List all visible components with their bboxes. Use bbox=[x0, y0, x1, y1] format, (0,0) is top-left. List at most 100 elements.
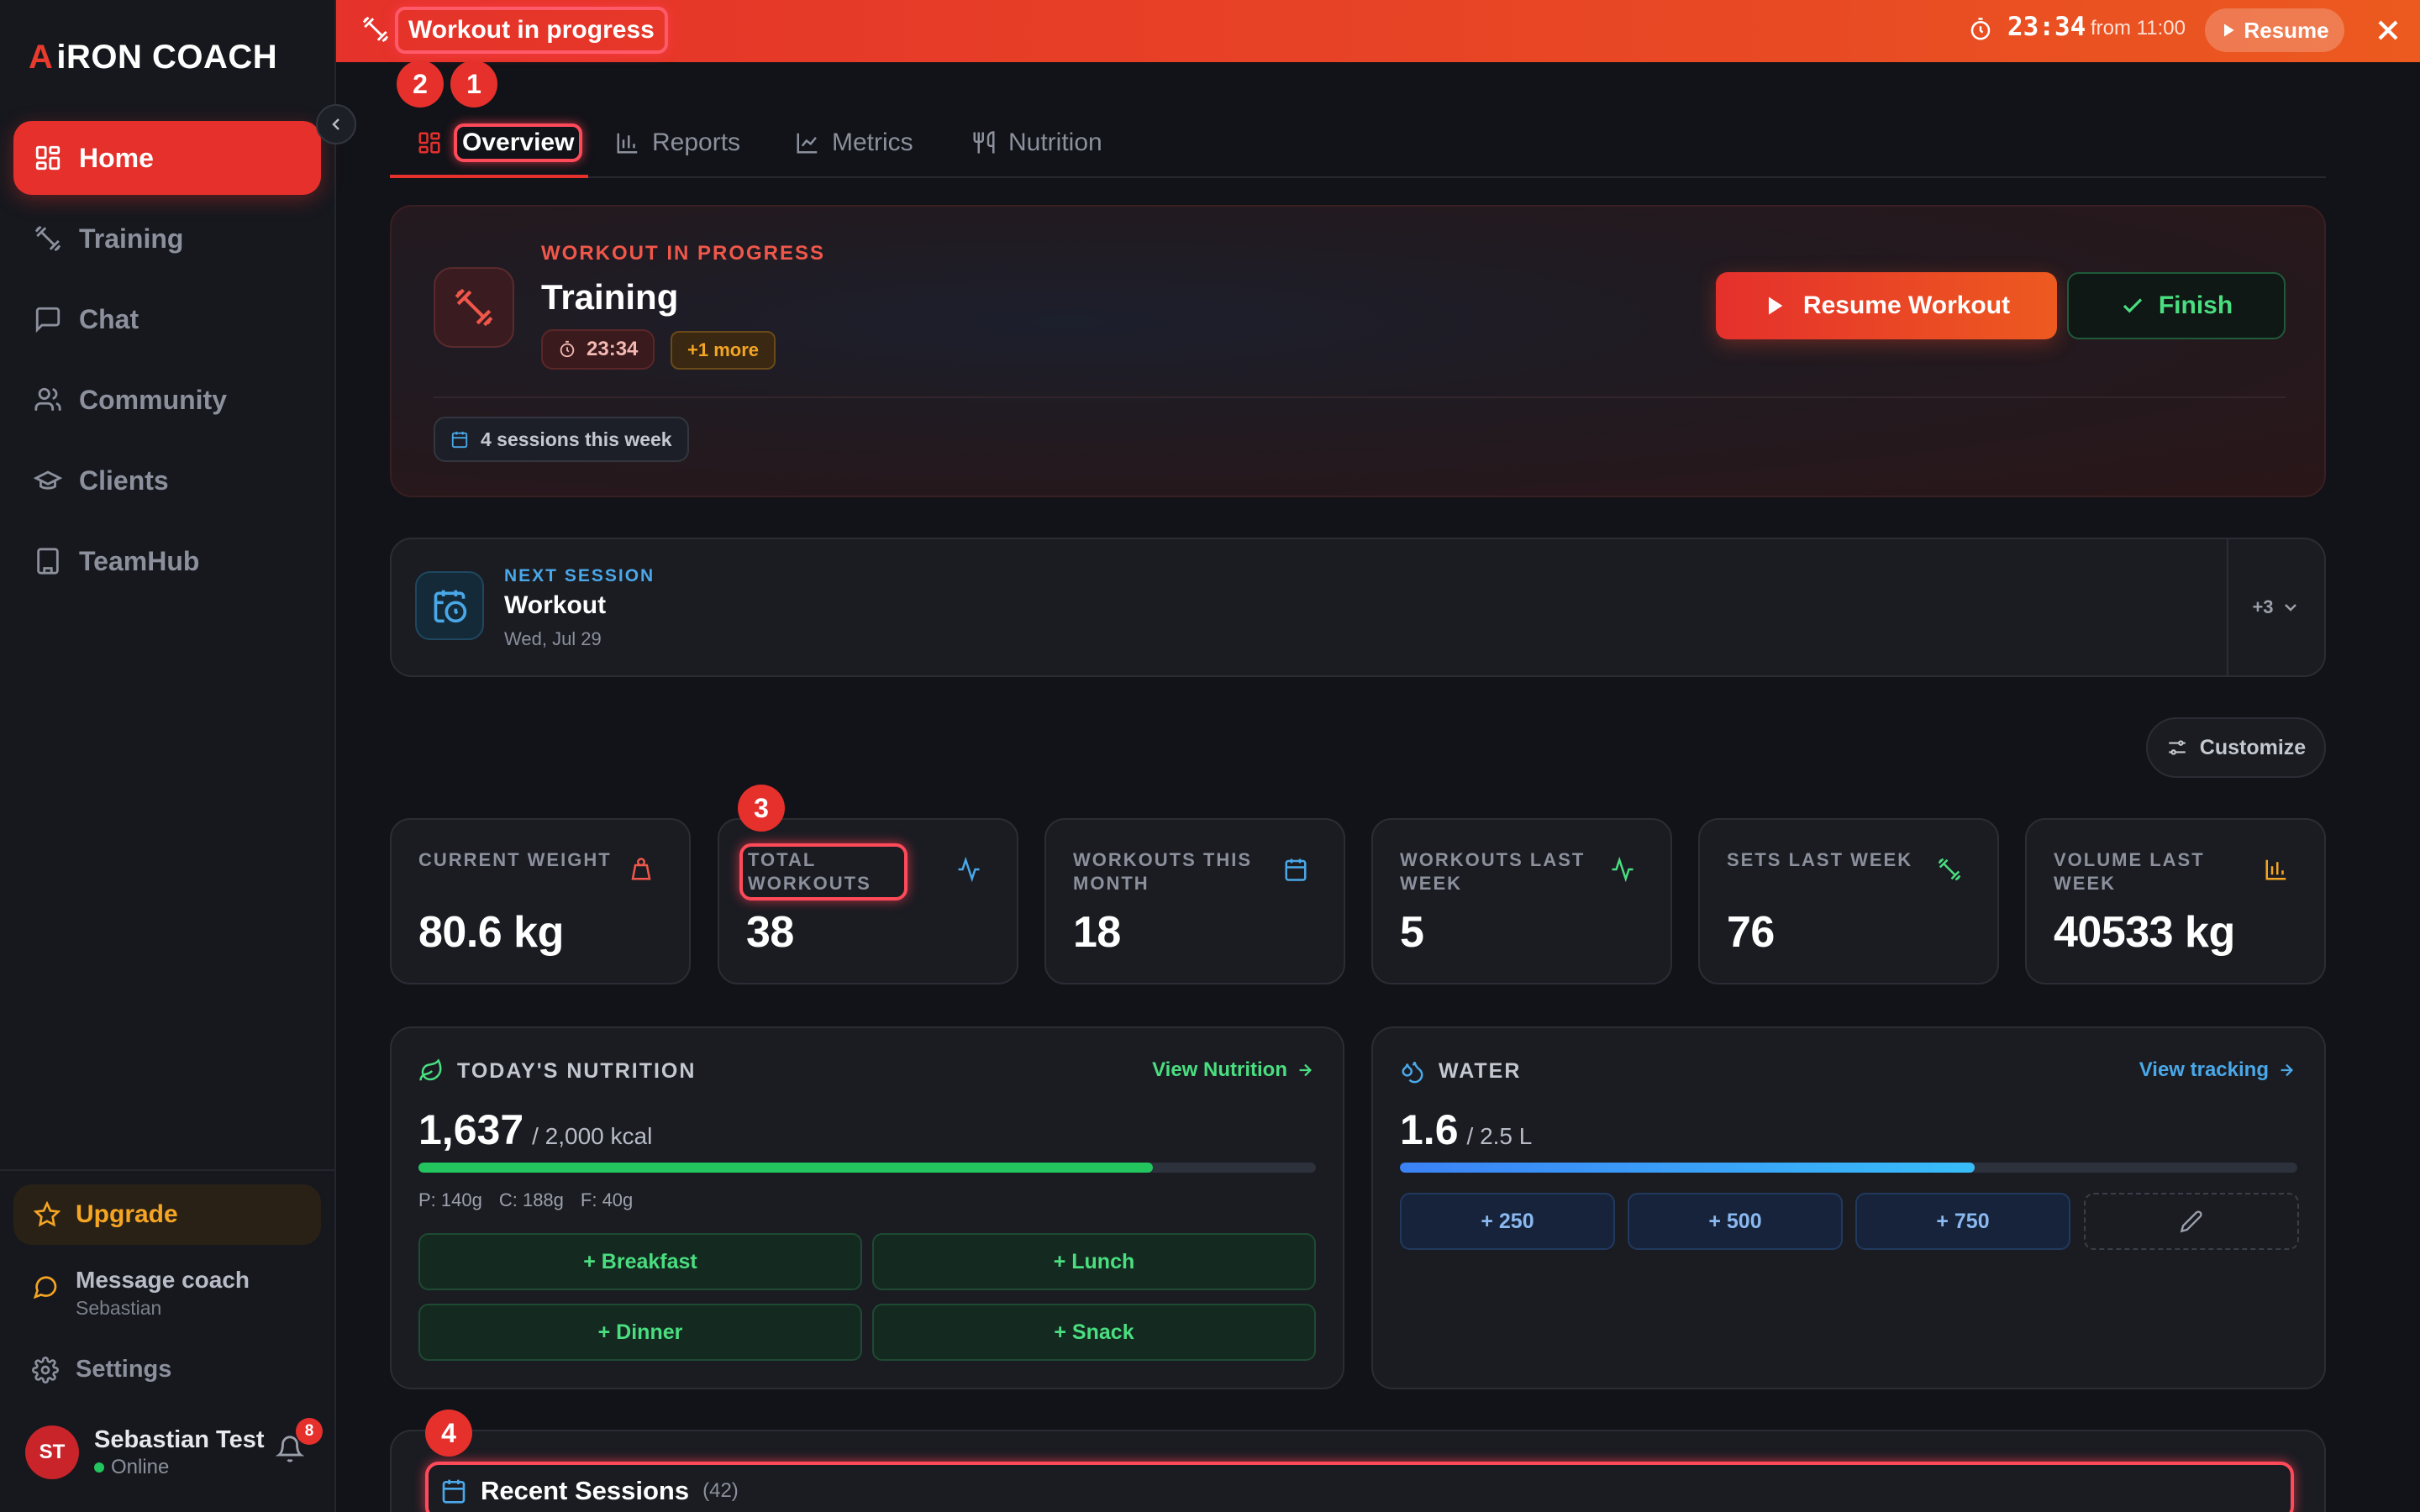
stat-card-sets-last-week[interactable]: SETS LAST WEEK 76 bbox=[1698, 818, 1999, 984]
expand-sessions-button[interactable]: +3 bbox=[2227, 539, 2324, 675]
next-session-kicker: NEXT SESSION bbox=[504, 566, 655, 585]
add-water-250-button[interactable]: + 250 bbox=[1400, 1193, 1615, 1250]
upgrade-button[interactable]: Upgrade bbox=[13, 1184, 321, 1245]
macro-carbs: C: 188g bbox=[498, 1189, 564, 1210]
water-title: WATER bbox=[1439, 1058, 1522, 1083]
workout-banner: Workout in progress 23:34 from 11:00 Res… bbox=[336, 0, 2420, 62]
play-icon bbox=[1768, 297, 1783, 315]
sidebar-item-teamhub[interactable]: TeamHub bbox=[13, 524, 321, 598]
stat-label: CURRENT WEIGHT bbox=[418, 849, 612, 870]
sidebar-collapse-button[interactable] bbox=[316, 104, 356, 144]
online-dot bbox=[94, 1462, 104, 1473]
workout-title: Training bbox=[541, 277, 679, 317]
stat-card-volume-last-week[interactable]: VOLUME LAST WEEK 40533 kg bbox=[2025, 818, 2326, 984]
user-name: Sebastian Test bbox=[94, 1425, 265, 1453]
graduation-cap-icon bbox=[34, 470, 62, 490]
sidebar-item-settings[interactable]: Settings bbox=[32, 1356, 171, 1383]
timer-icon bbox=[560, 340, 575, 358]
tab-reports[interactable]: Reports bbox=[615, 109, 740, 176]
sessions-label: 4 sessions this week bbox=[481, 428, 672, 450]
utensils-icon bbox=[973, 131, 995, 154]
close-icon[interactable] bbox=[2371, 13, 2405, 47]
resume-workout-button[interactable]: Resume Workout bbox=[1716, 272, 2057, 339]
add-breakfast-button[interactable]: + Breakfast bbox=[418, 1233, 862, 1290]
finish-label: Finish bbox=[2158, 291, 2233, 319]
macro-fat: F: 40g bbox=[580, 1189, 634, 1210]
stat-card-workouts-last-week[interactable]: WORKOUTS LAST WEEK 5 bbox=[1371, 818, 1672, 984]
view-tracking-link[interactable]: View tracking bbox=[2139, 1058, 2296, 1082]
bell-icon[interactable] bbox=[276, 1435, 304, 1463]
arrow-right-icon bbox=[1299, 1063, 1313, 1077]
next-session-date: Wed, Jul 29 bbox=[504, 628, 602, 649]
leaf-icon bbox=[419, 1058, 442, 1081]
sidebar-item-training[interactable]: Training bbox=[13, 202, 321, 276]
user-status-label: Online bbox=[111, 1455, 170, 1478]
notification-badge: 8 bbox=[296, 1418, 323, 1445]
recent-sessions-card: Recent Sessions (42) bbox=[390, 1430, 2326, 1512]
calorie-progress-bar bbox=[418, 1163, 1316, 1173]
sidebar-item-label: Clients bbox=[79, 465, 169, 496]
sidebar-item-chat[interactable]: Chat bbox=[13, 282, 321, 356]
tab-metrics[interactable]: Metrics bbox=[795, 109, 913, 176]
add-water-750-button[interactable]: + 750 bbox=[1855, 1193, 2070, 1250]
chevron-left-icon bbox=[332, 118, 339, 130]
stat-card-workouts-this-month[interactable]: WORKOUTS THIS MONTH 18 bbox=[1044, 818, 1345, 984]
add-lunch-button[interactable]: + Lunch bbox=[872, 1233, 1316, 1290]
resume-workout-label: Resume Workout bbox=[1802, 291, 2011, 319]
sidebar-item-label: Training bbox=[79, 223, 184, 254]
stat-value: 76 bbox=[1727, 908, 1775, 957]
building-icon bbox=[37, 548, 59, 575]
water-goal: / 2.5 L bbox=[1466, 1123, 1533, 1149]
line-chart-icon bbox=[797, 133, 818, 154]
play-icon bbox=[2224, 24, 2235, 37]
sidebar-item-community[interactable]: Community bbox=[13, 363, 321, 437]
stat-label: WORKOUTS LAST WEEK bbox=[1400, 849, 1586, 894]
view-nutrition-link[interactable]: View Nutrition bbox=[1152, 1058, 1314, 1082]
customize-button[interactable]: Customize bbox=[2146, 717, 2326, 778]
recent-sessions-header[interactable]: Recent Sessions (42) bbox=[425, 1462, 2294, 1512]
recent-sessions-count: (42) bbox=[702, 1479, 739, 1502]
avatar: ST bbox=[25, 1425, 79, 1479]
activity-icon bbox=[1612, 857, 1634, 882]
finish-button[interactable]: Finish bbox=[2067, 272, 2286, 339]
annotation-marker: 2 bbox=[397, 60, 444, 108]
dumbbell-icon bbox=[34, 225, 61, 252]
check-icon bbox=[2123, 298, 2142, 313]
add-dinner-button[interactable]: + Dinner bbox=[418, 1304, 862, 1361]
add-water-500-button[interactable]: + 500 bbox=[1628, 1193, 1843, 1250]
sliders-icon bbox=[2169, 740, 2186, 755]
water-progress-fill bbox=[1400, 1163, 1975, 1173]
view-nutrition-label: View Nutrition bbox=[1152, 1058, 1287, 1081]
next-session-card[interactable]: NEXT SESSION Workout Wed, Jul 29 +3 bbox=[390, 538, 2326, 677]
calendar-icon bbox=[1285, 858, 1307, 881]
calories-consumed: 1,637 bbox=[418, 1106, 524, 1153]
message-coach-button[interactable]: Message coach Sebastian bbox=[32, 1267, 250, 1320]
add-snack-button[interactable]: + Snack bbox=[872, 1304, 1316, 1361]
banner-resume-button[interactable]: Resume bbox=[2205, 8, 2344, 52]
stat-label: WORKOUTS THIS MONTH bbox=[1073, 849, 1252, 894]
edit-water-button[interactable] bbox=[2084, 1193, 2299, 1250]
sidebar-item-clients[interactable]: Clients bbox=[13, 444, 321, 517]
tab-label: Metrics bbox=[832, 129, 913, 156]
stat-label: TOTAL WORKOUTS bbox=[739, 843, 908, 900]
timer-icon bbox=[1970, 18, 1991, 40]
message-circle-icon bbox=[33, 1276, 57, 1299]
workout-kicker: WORKOUT IN PROGRESS bbox=[541, 242, 826, 265]
stat-card-total-workouts[interactable]: TOTAL WORKOUTS 38 bbox=[718, 818, 1018, 984]
stat-value: 38 bbox=[746, 908, 794, 957]
workout-in-progress-card: WORKOUT IN PROGRESS Training 23:34 +1 mo… bbox=[390, 205, 2326, 497]
stat-card-current-weight[interactable]: CURRENT WEIGHT 80.6 kg bbox=[390, 818, 691, 984]
chevron-down-icon bbox=[2284, 604, 2296, 612]
more-badge[interactable]: +1 more bbox=[671, 331, 776, 370]
tab-nutrition[interactable]: Nutrition bbox=[971, 109, 1102, 176]
banner-title[interactable]: Workout in progress bbox=[395, 7, 668, 54]
tab-overview[interactable]: Overview bbox=[417, 109, 583, 176]
dumbbell-icon bbox=[455, 288, 493, 327]
sidebar-item-label: Chat bbox=[79, 303, 139, 334]
activity-icon bbox=[958, 857, 980, 882]
user-profile[interactable]: ST Sebastian Test Online bbox=[25, 1423, 328, 1482]
sidebar-item-home[interactable]: Home bbox=[13, 121, 321, 195]
macro-protein: P: 140g bbox=[418, 1189, 482, 1210]
